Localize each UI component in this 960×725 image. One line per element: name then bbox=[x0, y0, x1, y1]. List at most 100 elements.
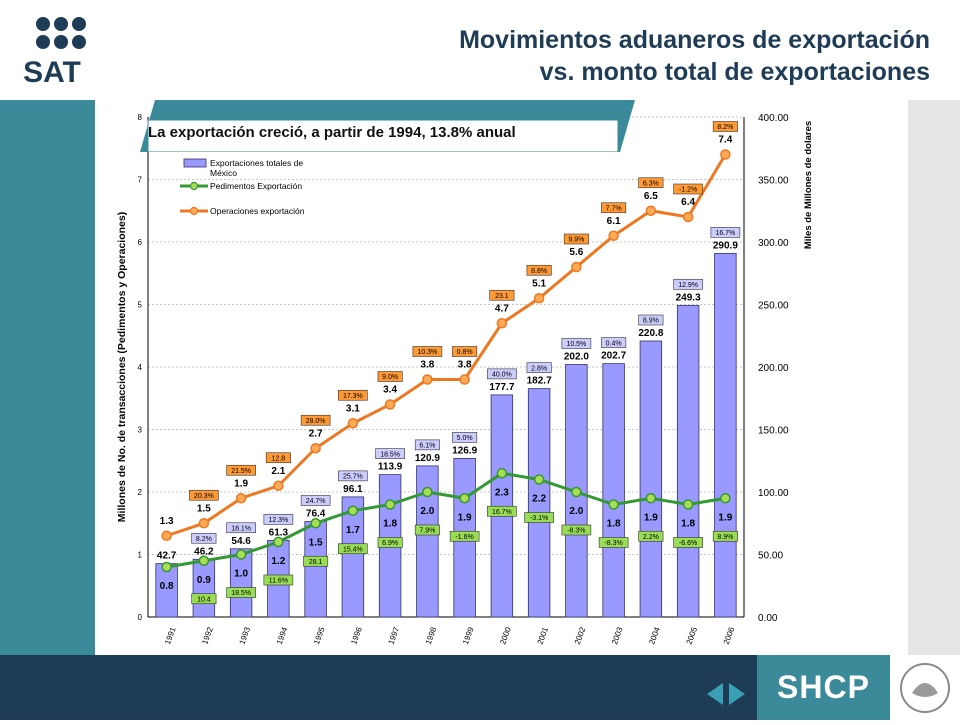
orange-growth-badge: 21.5% bbox=[231, 468, 251, 475]
bar-growth-badge: 8.2% bbox=[196, 536, 212, 543]
prev-arrow-icon[interactable] bbox=[707, 683, 723, 705]
orange-growth-badge-box bbox=[673, 183, 703, 195]
orange-growth-badge-box bbox=[526, 264, 552, 276]
green-growth-badge: 16.7% bbox=[492, 509, 512, 516]
bar-growth-badge-box bbox=[263, 514, 294, 525]
bar-growth-badge: 12.3% bbox=[268, 517, 288, 524]
orange-series-point bbox=[571, 261, 582, 273]
orange-growth-badge-box bbox=[638, 177, 664, 189]
orange-growth-badge-box bbox=[489, 289, 515, 301]
y-tick-label: 3 bbox=[138, 426, 143, 435]
x-tick-label: 2004 bbox=[647, 625, 662, 645]
y2-tick-label: 300.00 bbox=[758, 238, 789, 249]
nav-arrows bbox=[707, 683, 745, 705]
bar bbox=[304, 521, 327, 618]
orange-growth-badge: 9.9% bbox=[568, 237, 584, 244]
green-growth-badge: 10.4 bbox=[197, 596, 211, 603]
y-tick-label: 5 bbox=[138, 301, 143, 310]
page-title: Movimientos aduaneros de exportación vs.… bbox=[459, 24, 930, 88]
sat-logo-dot bbox=[72, 35, 86, 49]
sat-logo-dot bbox=[54, 17, 68, 31]
orange-growth-badge: 6.3% bbox=[643, 180, 659, 187]
y2-axis-title: Miles de Millones de dolares bbox=[803, 121, 814, 249]
bar-growth-badge-box bbox=[487, 368, 517, 380]
bar-growth-badge-box bbox=[300, 495, 331, 506]
sat-logo: SAT bbox=[23, 17, 86, 88]
x-tick-label: 1998 bbox=[424, 625, 439, 645]
green-series-point bbox=[347, 505, 359, 516]
green-value-label: 0.8 bbox=[160, 581, 174, 592]
footer-brand: SHCP bbox=[777, 669, 870, 705]
bar bbox=[229, 548, 253, 618]
bar bbox=[416, 465, 439, 618]
orange-growth-badge: 20.3% bbox=[194, 493, 214, 500]
bar-growth-badge-box bbox=[338, 470, 368, 482]
green-series-point bbox=[384, 499, 396, 510]
bar-growth-badge: 10.5% bbox=[566, 341, 586, 348]
y-tick-label: 0 bbox=[138, 613, 143, 622]
bar-value-label: 42.7 bbox=[157, 551, 177, 562]
green-series-point bbox=[682, 499, 694, 510]
orange-growth-badge: 17.3% bbox=[343, 393, 363, 400]
y2-tick-label: 250.00 bbox=[758, 301, 789, 312]
y-tick-label: 2 bbox=[138, 488, 143, 497]
green-growth-badge-box bbox=[638, 530, 664, 542]
left-decor-bar bbox=[0, 100, 95, 655]
orange-series-point bbox=[608, 230, 619, 241]
sat-logo-dot bbox=[54, 35, 68, 49]
x-tick-label: 1994 bbox=[275, 625, 290, 645]
y2-tick-label: 400.00 bbox=[758, 113, 789, 124]
bar-growth-badge-box bbox=[638, 314, 664, 326]
x-tick-label: 1999 bbox=[461, 625, 476, 645]
bar-growth-badge-box bbox=[710, 227, 741, 238]
green-growth-badge-box bbox=[191, 593, 217, 605]
green-growth-badge: -3.1% bbox=[530, 515, 548, 522]
next-arrow-icon[interactable] bbox=[729, 683, 745, 705]
legend-bar-label-1: Exportaciones totales de bbox=[210, 158, 303, 168]
banner-box bbox=[140, 100, 635, 152]
green-growth-badge-box bbox=[524, 512, 554, 523]
orange-value-label: 3.4 bbox=[383, 385, 397, 396]
x-tick-label: 1993 bbox=[238, 625, 253, 645]
orange-series-point bbox=[384, 399, 396, 410]
green-growth-badge: 7.9% bbox=[419, 528, 435, 535]
orange-growth-badge: 10.3% bbox=[417, 349, 437, 356]
seal-icon bbox=[900, 663, 950, 713]
bar-value-label: 177.7 bbox=[489, 382, 514, 393]
green-growth-badge-box bbox=[263, 574, 294, 586]
green-series-point bbox=[161, 561, 172, 573]
orange-value-label: 6.4 bbox=[681, 197, 695, 208]
footer-brand-box bbox=[757, 655, 890, 720]
sat-logo-dot bbox=[36, 17, 50, 31]
bar-growth-badge-box bbox=[414, 439, 440, 451]
bar-value-label: 220.8 bbox=[638, 328, 663, 339]
green-growth-badge-box bbox=[598, 537, 629, 548]
x-tick-label: 2005 bbox=[685, 625, 700, 645]
orange-growth-badge-box bbox=[412, 346, 443, 357]
bar-value-label: 182.7 bbox=[527, 376, 552, 387]
orange-series-point bbox=[645, 205, 657, 216]
orange-series-point bbox=[496, 318, 508, 329]
green-series-point bbox=[273, 536, 284, 548]
x-tick-label: 2002 bbox=[573, 625, 588, 645]
y2-tick-label: 50.00 bbox=[758, 551, 783, 562]
bar-growth-badge-box bbox=[226, 522, 256, 534]
y-tick-label: 1 bbox=[138, 551, 143, 560]
bar-growth-badge: 5.0% bbox=[457, 435, 473, 442]
green-series-point bbox=[571, 486, 582, 498]
bar-growth-badge: 18.1% bbox=[231, 525, 251, 532]
bar-value-label: 46.2 bbox=[194, 546, 214, 557]
y2-tick-label: 100.00 bbox=[758, 488, 789, 499]
bar-value-label: 126.9 bbox=[452, 445, 477, 456]
green-growth-badge-box bbox=[226, 587, 256, 598]
x-tick-label: 1995 bbox=[312, 625, 327, 645]
sat-logo-dot bbox=[36, 35, 50, 49]
green-value-label: 1.0 bbox=[234, 569, 248, 580]
orange-value-label: 2.1 bbox=[271, 466, 285, 477]
green-series-point bbox=[198, 555, 210, 566]
green-growth-badge: -1.6% bbox=[455, 534, 473, 541]
y2-tick-label: 150.00 bbox=[758, 426, 789, 437]
orange-value-label: 3.1 bbox=[346, 403, 360, 414]
green-series-point bbox=[533, 474, 545, 485]
